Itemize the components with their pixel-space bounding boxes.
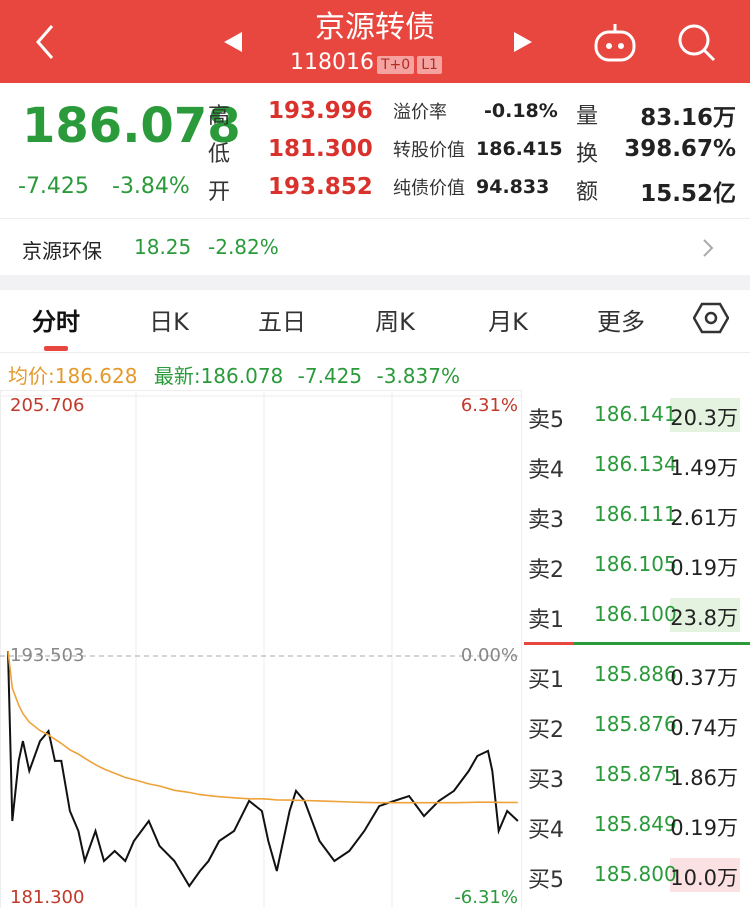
book-volume: 23.8万 [670, 606, 738, 630]
stat-label: 额 [576, 180, 599, 205]
robot-button[interactable] [592, 20, 638, 64]
book-price: 185.800 [594, 862, 677, 886]
book-volume: 1.86万 [670, 766, 738, 790]
book-volume: 0.74万 [670, 716, 738, 740]
tab[interactable]: 分时 [32, 308, 80, 336]
stock-change: -2.82% [208, 235, 279, 259]
stat-label: 高 [208, 104, 231, 129]
book-volume: 0.19万 [670, 816, 738, 840]
badge: L1 [417, 56, 442, 74]
book-price: 186.111 [594, 502, 677, 526]
back-button[interactable] [30, 22, 60, 62]
book-label: 卖4 [528, 458, 564, 483]
book-label: 卖1 [528, 608, 564, 633]
book-volume: 0.19万 [670, 556, 738, 580]
tab[interactable]: 周K [375, 308, 415, 336]
book-split-red [524, 642, 574, 645]
change-pct: -3.84% [112, 174, 190, 199]
book-price: 185.849 [594, 812, 677, 836]
book-volume: 2.61万 [670, 506, 738, 530]
book-price: 185.876 [594, 712, 677, 736]
y-tick-label: 193.503 [10, 645, 84, 666]
book-volume: 0.37万 [670, 666, 738, 690]
title: 京源转债 [315, 10, 435, 45]
book-price: 185.875 [594, 762, 677, 786]
book-label: 买1 [528, 668, 564, 693]
volume-highlight [670, 598, 740, 632]
stock-price: 18.25 [134, 235, 192, 259]
stock-name: 京源环保 [22, 239, 102, 263]
avg-line [7, 650, 518, 804]
volume-highlight [670, 858, 740, 892]
stat-label: 低 [208, 142, 231, 167]
tab-indicator [44, 346, 68, 351]
avg-label: 均价: [8, 364, 55, 388]
stock-row[interactable]: 京源环保 18.25 -2.82% [0, 218, 750, 275]
stat-label: 纯债价值 [393, 178, 465, 199]
info-change: -7.425 [297, 364, 363, 388]
book-label: 卖2 [528, 558, 564, 583]
book-label: 买5 [528, 868, 564, 893]
book-price: 186.100 [594, 602, 677, 626]
stat-label: 量 [576, 104, 599, 129]
chevron [703, 239, 714, 257]
book-label: 卖5 [528, 408, 564, 433]
book-volume: 1.49万 [670, 456, 738, 480]
stat-value: 15.52亿 [640, 181, 736, 207]
stat-label: 溢价率 [393, 102, 447, 123]
avg: 186.628 [54, 364, 138, 388]
stat-value: 94.833 [476, 176, 550, 198]
separator [0, 275, 750, 290]
book-price: 185.886 [594, 662, 677, 686]
info-row: 均价:186.628 最新:186.078 -7.425 -3.837% [8, 360, 460, 389]
tab[interactable]: 五日 [258, 308, 306, 336]
code: 118016 [290, 50, 374, 75]
last-label: 最新: [153, 364, 201, 388]
change: -7.425 [18, 174, 89, 199]
stat-value: 193.996 [268, 98, 373, 124]
stat-value: -0.18% [484, 100, 558, 122]
next-button[interactable] [510, 30, 534, 54]
tab[interactable]: 月K [488, 308, 528, 336]
book-split-green [574, 642, 750, 645]
book-label: 买3 [528, 768, 564, 793]
price: 186.078 [22, 98, 241, 154]
code-row: 118016 T+0 L1 [290, 50, 442, 75]
intraday-chart: 181.300 193.503 205.706 -6.31% 0.00% 6.31% [0, 390, 522, 908]
book-price: 186.105 [594, 552, 677, 576]
divider [0, 352, 750, 353]
info-change-pct: -3.837% [376, 364, 460, 388]
book-label: 买2 [528, 718, 564, 743]
y-tick-label: 205.706 [10, 395, 84, 416]
stat-value: 193.852 [268, 174, 373, 200]
book-volume: 10.0万 [670, 866, 738, 890]
y2-tick-label: 0.00% [461, 645, 518, 666]
volume-highlight [670, 398, 740, 432]
stat-value: 186.415 [476, 138, 563, 160]
tab[interactable]: 更多 [597, 308, 645, 336]
book-label: 卖3 [528, 508, 564, 533]
book-price: 186.134 [594, 452, 677, 476]
book-label: 买4 [528, 818, 564, 843]
header: 京源转债 118016 T+0 L1 [0, 0, 750, 83]
book-price: 186.141 [594, 402, 677, 426]
stat-value: 83.16万 [640, 105, 736, 131]
settings-button[interactable] [693, 300, 729, 336]
y-tick-label: 181.300 [10, 887, 84, 908]
stat-label: 换 [576, 142, 599, 167]
price-line [7, 650, 519, 888]
book-volume: 20.3万 [670, 406, 738, 430]
search-button[interactable] [676, 22, 718, 64]
prev-button[interactable] [222, 30, 246, 54]
stat-value: 181.300 [268, 136, 373, 162]
tab[interactable]: 日K [149, 308, 189, 336]
stat-value: 398.67% [624, 136, 736, 162]
last: 186.078 [200, 364, 284, 388]
stat-label: 开 [208, 180, 231, 205]
y2-tick-label: -6.31% [454, 887, 518, 908]
y2-tick-label: 6.31% [461, 395, 518, 416]
badge: T+0 [376, 56, 415, 74]
stat-label: 转股价值 [393, 140, 465, 161]
